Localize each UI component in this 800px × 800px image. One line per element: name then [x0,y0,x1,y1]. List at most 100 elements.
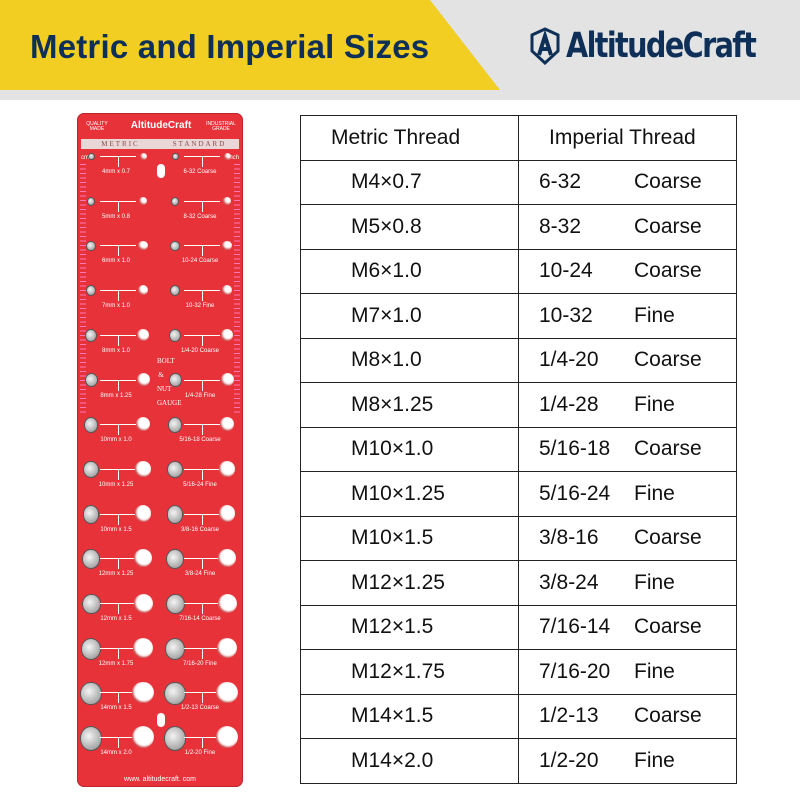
table-row: M6×1.0 10-24 Coarse [300,248,737,294]
metric-hole [135,461,151,477]
metric-hole [132,681,154,704]
metric-label: 10mm x 1.5 [100,526,132,533]
imperial-bolt [170,196,180,206]
tee-line [100,290,136,302]
table-row: M12×1.5 7/16-14 Coarse [300,604,737,650]
inch-ruler [234,164,240,414]
imperial-bolt [166,549,184,569]
tee-line [184,200,220,212]
imperial-label: 5/16-18 Coarse [179,437,221,444]
gauge-band: METRIC STANDARD [81,139,239,149]
metric-hole [139,152,147,160]
imperial-type: Coarse [634,437,702,461]
imperial-cell: 1/4-20 Coarse [518,337,737,383]
table-row: M14×2.0 1/2-20 Fine [300,738,737,784]
tee-line [184,468,220,480]
metric-cell: M8×1.25 [300,382,519,428]
imperial-bolt [167,417,183,433]
table-row: M12×1.25 3/8-24 Fine [300,560,737,606]
imperial-hole [218,549,236,568]
imperial-cell: 1/2-13 Coarse [518,693,737,739]
metric-bolt [86,240,96,252]
table-row: M10×1.25 5/16-24 Fine [300,471,737,517]
imperial-hole [218,505,236,522]
imperial-type: Fine [634,303,675,327]
metric-cell: M12×1.5 [300,604,519,650]
imperial-bolt [164,681,186,706]
metric-bolt [82,549,100,569]
imperial-type: Fine [634,570,675,594]
metric-bolt [83,461,99,479]
imperial-label: 1/2-13 Coarse [180,705,220,712]
tee-line [100,513,136,525]
imperial-label: 10-32 Fine [185,303,215,310]
metric-cell: M6×1.0 [300,248,519,294]
imperial-hole [215,725,239,749]
imperial-label: 1/2-20 Fine [184,750,216,757]
imperial-hole [222,240,232,251]
band-metric: METRIC [101,140,140,148]
metric-bolt [79,725,103,751]
metric-cell: M5×0.8 [300,204,519,250]
tee-line [184,424,220,436]
tee-line [100,603,136,614]
metric-hole [135,417,151,432]
header-imperial: Imperial Thread [518,115,737,161]
metric-bolt [85,328,97,342]
metric-cell: M8×1.0 [300,337,519,383]
imperial-hole [222,196,232,205]
imperial-label: 7/16-14 Coarse [179,616,221,622]
metric-bolt [80,681,102,706]
gauge-website: www. altitudecraft. com [124,776,196,783]
tee-line [100,468,136,480]
metric-label: 14mm x 1.5 [100,705,132,712]
hanging-slot [157,164,165,178]
imperial-size: 7/16-20 [539,659,611,683]
tee-line [184,647,220,659]
metric-cell: M14×1.5 [300,693,519,739]
imperial-cell: 5/16-24 Fine [518,471,737,517]
imperial-size: 10-32 [539,303,593,327]
imperial-bolt [164,637,186,660]
page-title: Metric and Imperial Sizes [30,28,430,65]
quality-tag: QUALITY MADE [86,121,108,132]
tee-line [100,156,136,167]
tee-line [184,156,220,167]
imperial-label: 1/4-28 Fine [184,392,216,399]
metric-label: 10mm x 1.25 [98,481,134,488]
table-row: M10×1.5 3/8-16 Coarse [300,515,737,561]
imperial-cell: 10-24 Coarse [518,248,737,294]
table-row: M8×1.0 1/4-20 Coarse [300,337,737,383]
imperial-size: 1/4-20 [539,348,599,372]
imperial-type: Coarse [634,615,702,639]
metric-bolt [80,637,102,660]
imperial-label: 6-32 Coarse [183,169,217,175]
imperial-size: 1/4-28 [539,392,599,416]
tee-line [184,290,220,302]
imperial-size: 1/2-20 [539,748,599,772]
header-banner [0,0,500,90]
tee-line [100,692,136,704]
metric-label: 8mm x 1.25 [100,392,132,399]
metric-hole [138,240,148,251]
imperial-type: Coarse [634,704,702,728]
imperial-size: 5/16-24 [539,481,611,505]
cm-label: cm [81,155,89,161]
imperial-hole [221,328,233,341]
imperial-cell: 1/4-28 Fine [518,382,737,428]
band-standard: STANDARD [172,140,227,148]
metric-label: 12mm x 1.25 [98,571,134,578]
imperial-bolt [167,461,183,479]
imperial-bolt [169,284,181,297]
imperial-size: 1/2-13 [539,704,599,728]
imperial-bolt [168,373,182,388]
imperial-bolt [170,240,180,252]
imperial-cell: 3/8-24 Fine [518,560,737,606]
metric-label: 8mm x 1.0 [101,347,131,354]
inch-label: inch [227,155,239,161]
imperial-type: Fine [634,748,675,772]
metric-cell: M12×1.75 [300,649,519,695]
metric-hole [136,373,150,386]
imperial-label: 8-32 Coarse [183,213,217,220]
imperial-label: 5/16-24 Fine [183,481,217,488]
